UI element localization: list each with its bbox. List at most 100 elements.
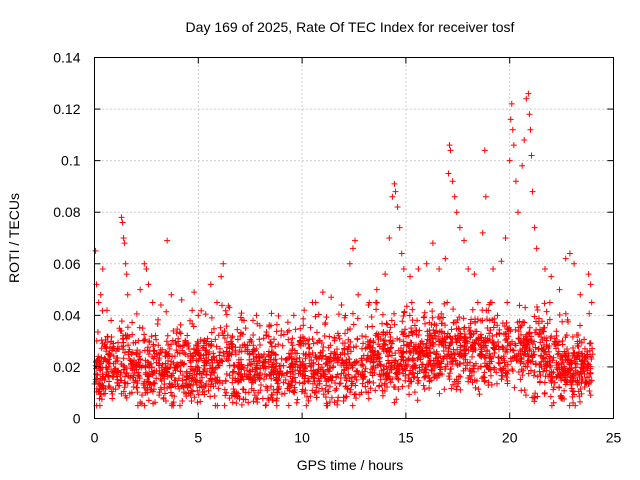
x-tick-label: 0 <box>91 430 99 446</box>
data-point <box>188 398 195 405</box>
data-point <box>399 318 406 325</box>
data-point <box>355 291 362 298</box>
data-point <box>422 373 429 380</box>
data-point <box>155 342 162 349</box>
data-point <box>364 352 371 359</box>
data-point <box>272 363 279 370</box>
data-point <box>486 301 493 308</box>
data-point <box>310 375 317 382</box>
data-point <box>260 376 267 383</box>
data-point <box>137 355 144 362</box>
data-point <box>554 342 561 349</box>
data-point <box>322 319 329 326</box>
data-point <box>177 321 184 328</box>
data-point <box>351 391 358 398</box>
data-point <box>247 361 254 367</box>
data-point <box>487 366 494 373</box>
data-point <box>113 371 120 378</box>
data-point <box>566 402 573 409</box>
data-point <box>374 351 381 358</box>
data-point <box>130 357 137 364</box>
data-point <box>556 312 563 319</box>
data-point <box>427 361 434 368</box>
data-point <box>302 340 309 347</box>
data-point <box>273 397 280 404</box>
data-point <box>348 374 355 381</box>
data-point <box>491 350 498 357</box>
data-point <box>522 304 529 311</box>
data-point <box>278 355 285 362</box>
data-point <box>296 337 303 344</box>
data-point <box>169 337 176 344</box>
data-point <box>134 389 141 396</box>
data-point <box>493 369 500 376</box>
data-point <box>157 302 164 309</box>
data-point <box>387 379 394 386</box>
data-point <box>195 391 202 398</box>
data-point <box>550 399 557 406</box>
data-point <box>402 377 409 384</box>
data-point <box>561 365 568 372</box>
data-point <box>342 330 349 337</box>
data-point <box>99 373 106 380</box>
data-point <box>219 358 226 365</box>
data-point <box>241 341 248 348</box>
data-point <box>224 357 231 364</box>
data-point <box>436 370 443 377</box>
data-point <box>526 111 533 118</box>
data-point <box>534 373 541 380</box>
data-point <box>499 372 506 379</box>
data-point <box>274 395 281 402</box>
data-point <box>232 344 239 351</box>
data-point <box>291 389 298 396</box>
data-point <box>548 333 555 340</box>
data-point <box>370 379 377 386</box>
data-point <box>146 337 153 344</box>
data-point <box>142 336 149 343</box>
data-point <box>222 378 229 385</box>
data-point <box>525 353 532 360</box>
data-point <box>142 363 149 370</box>
data-point <box>175 375 182 382</box>
data-point <box>218 273 225 280</box>
data-point <box>402 326 409 333</box>
data-point <box>136 373 143 380</box>
data-point <box>456 337 463 344</box>
data-point <box>253 394 260 401</box>
data-point <box>308 357 315 364</box>
data-point <box>136 353 143 360</box>
data-point <box>254 320 261 327</box>
data-point <box>228 340 235 347</box>
data-point <box>577 291 584 298</box>
data-point <box>570 399 577 406</box>
data-point <box>102 343 109 350</box>
data-point <box>166 345 173 352</box>
data-point <box>557 355 564 362</box>
data-point <box>308 362 315 369</box>
data-point <box>498 376 505 383</box>
data-point <box>123 370 130 377</box>
data-point <box>526 347 533 354</box>
data-point <box>314 329 321 336</box>
data-point <box>141 384 148 391</box>
data-point <box>128 363 135 370</box>
data-point <box>99 377 106 384</box>
data-point <box>221 386 228 393</box>
data-point <box>309 299 316 306</box>
data-point <box>179 347 186 354</box>
data-point <box>151 379 158 386</box>
data-point <box>391 357 398 364</box>
data-point <box>162 360 169 367</box>
data-point <box>409 306 416 313</box>
data-point <box>529 354 536 361</box>
data-point <box>423 347 430 354</box>
data-point <box>527 367 534 374</box>
data-point <box>424 351 431 358</box>
data-point <box>422 366 429 373</box>
data-point <box>394 375 401 382</box>
data-point <box>238 373 245 380</box>
data-point <box>134 402 141 409</box>
data-point <box>587 392 594 399</box>
data-point <box>450 381 457 388</box>
data-point <box>235 369 242 376</box>
